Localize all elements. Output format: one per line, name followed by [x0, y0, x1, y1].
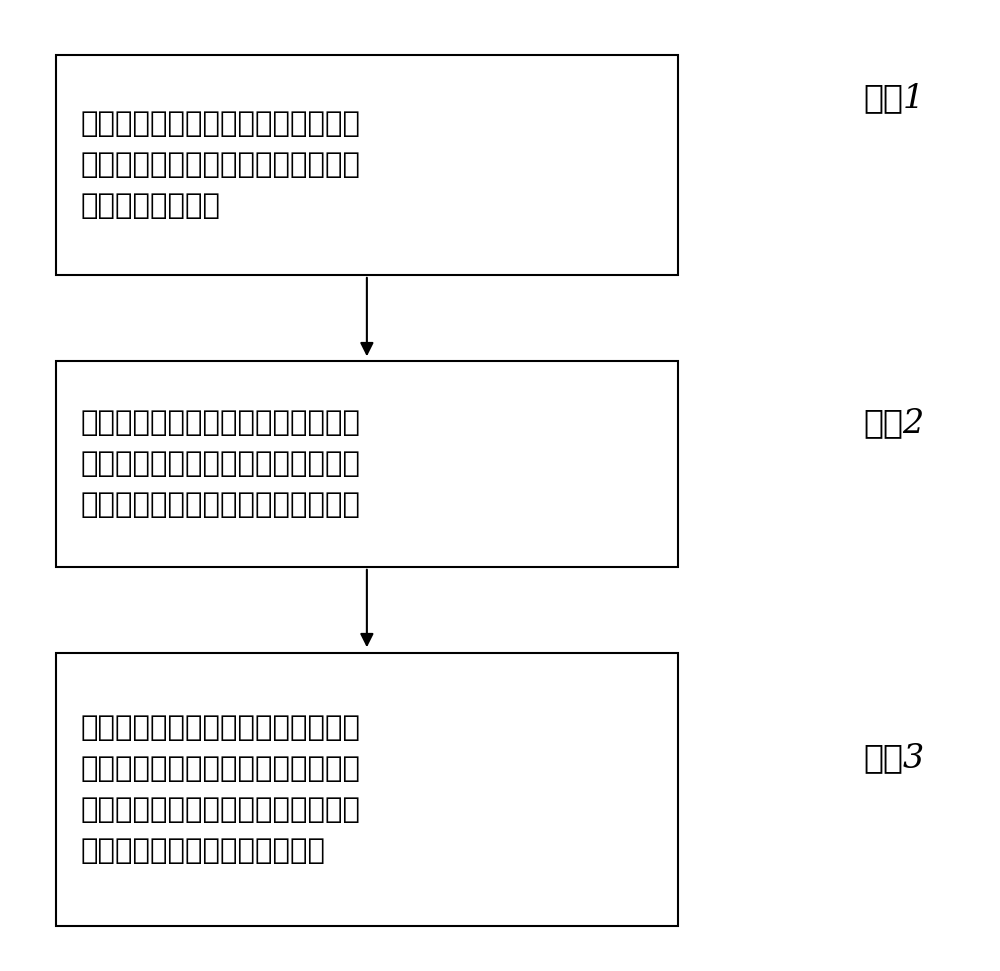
Text: 步骤2: 步骤2: [864, 407, 925, 439]
FancyBboxPatch shape: [56, 653, 678, 925]
FancyBboxPatch shape: [56, 361, 678, 567]
FancyBboxPatch shape: [56, 54, 678, 275]
Text: 基于所述电网电流参数、同步发电机
参考电压幅值的变化规律，结合励磁
控制器的闭环控制方程计算励磁电流: 基于所述电网电流参数、同步发电机 参考电压幅值的变化规律，结合励磁 控制器的闭环…: [81, 409, 361, 519]
Text: 基于所述调速器原动机输出的机械功
率利用调速器进行一次调频，并基于
所述励磁电流利用励磁调节器进行一
次调压，实现光伏发电并网冲击: 基于所述调速器原动机输出的机械功 率利用调速器进行一次调频，并基于 所述励磁电流…: [81, 714, 361, 865]
Text: 步骤1: 步骤1: [864, 82, 925, 114]
Text: 基于获取的电网电流参数、原动机输
出机械功率给定值得到调速器的原动
机输出的机械功率: 基于获取的电网电流参数、原动机输 出机械功率给定值得到调速器的原动 机输出的机械…: [81, 110, 361, 220]
Text: 步骤3: 步骤3: [864, 742, 925, 774]
